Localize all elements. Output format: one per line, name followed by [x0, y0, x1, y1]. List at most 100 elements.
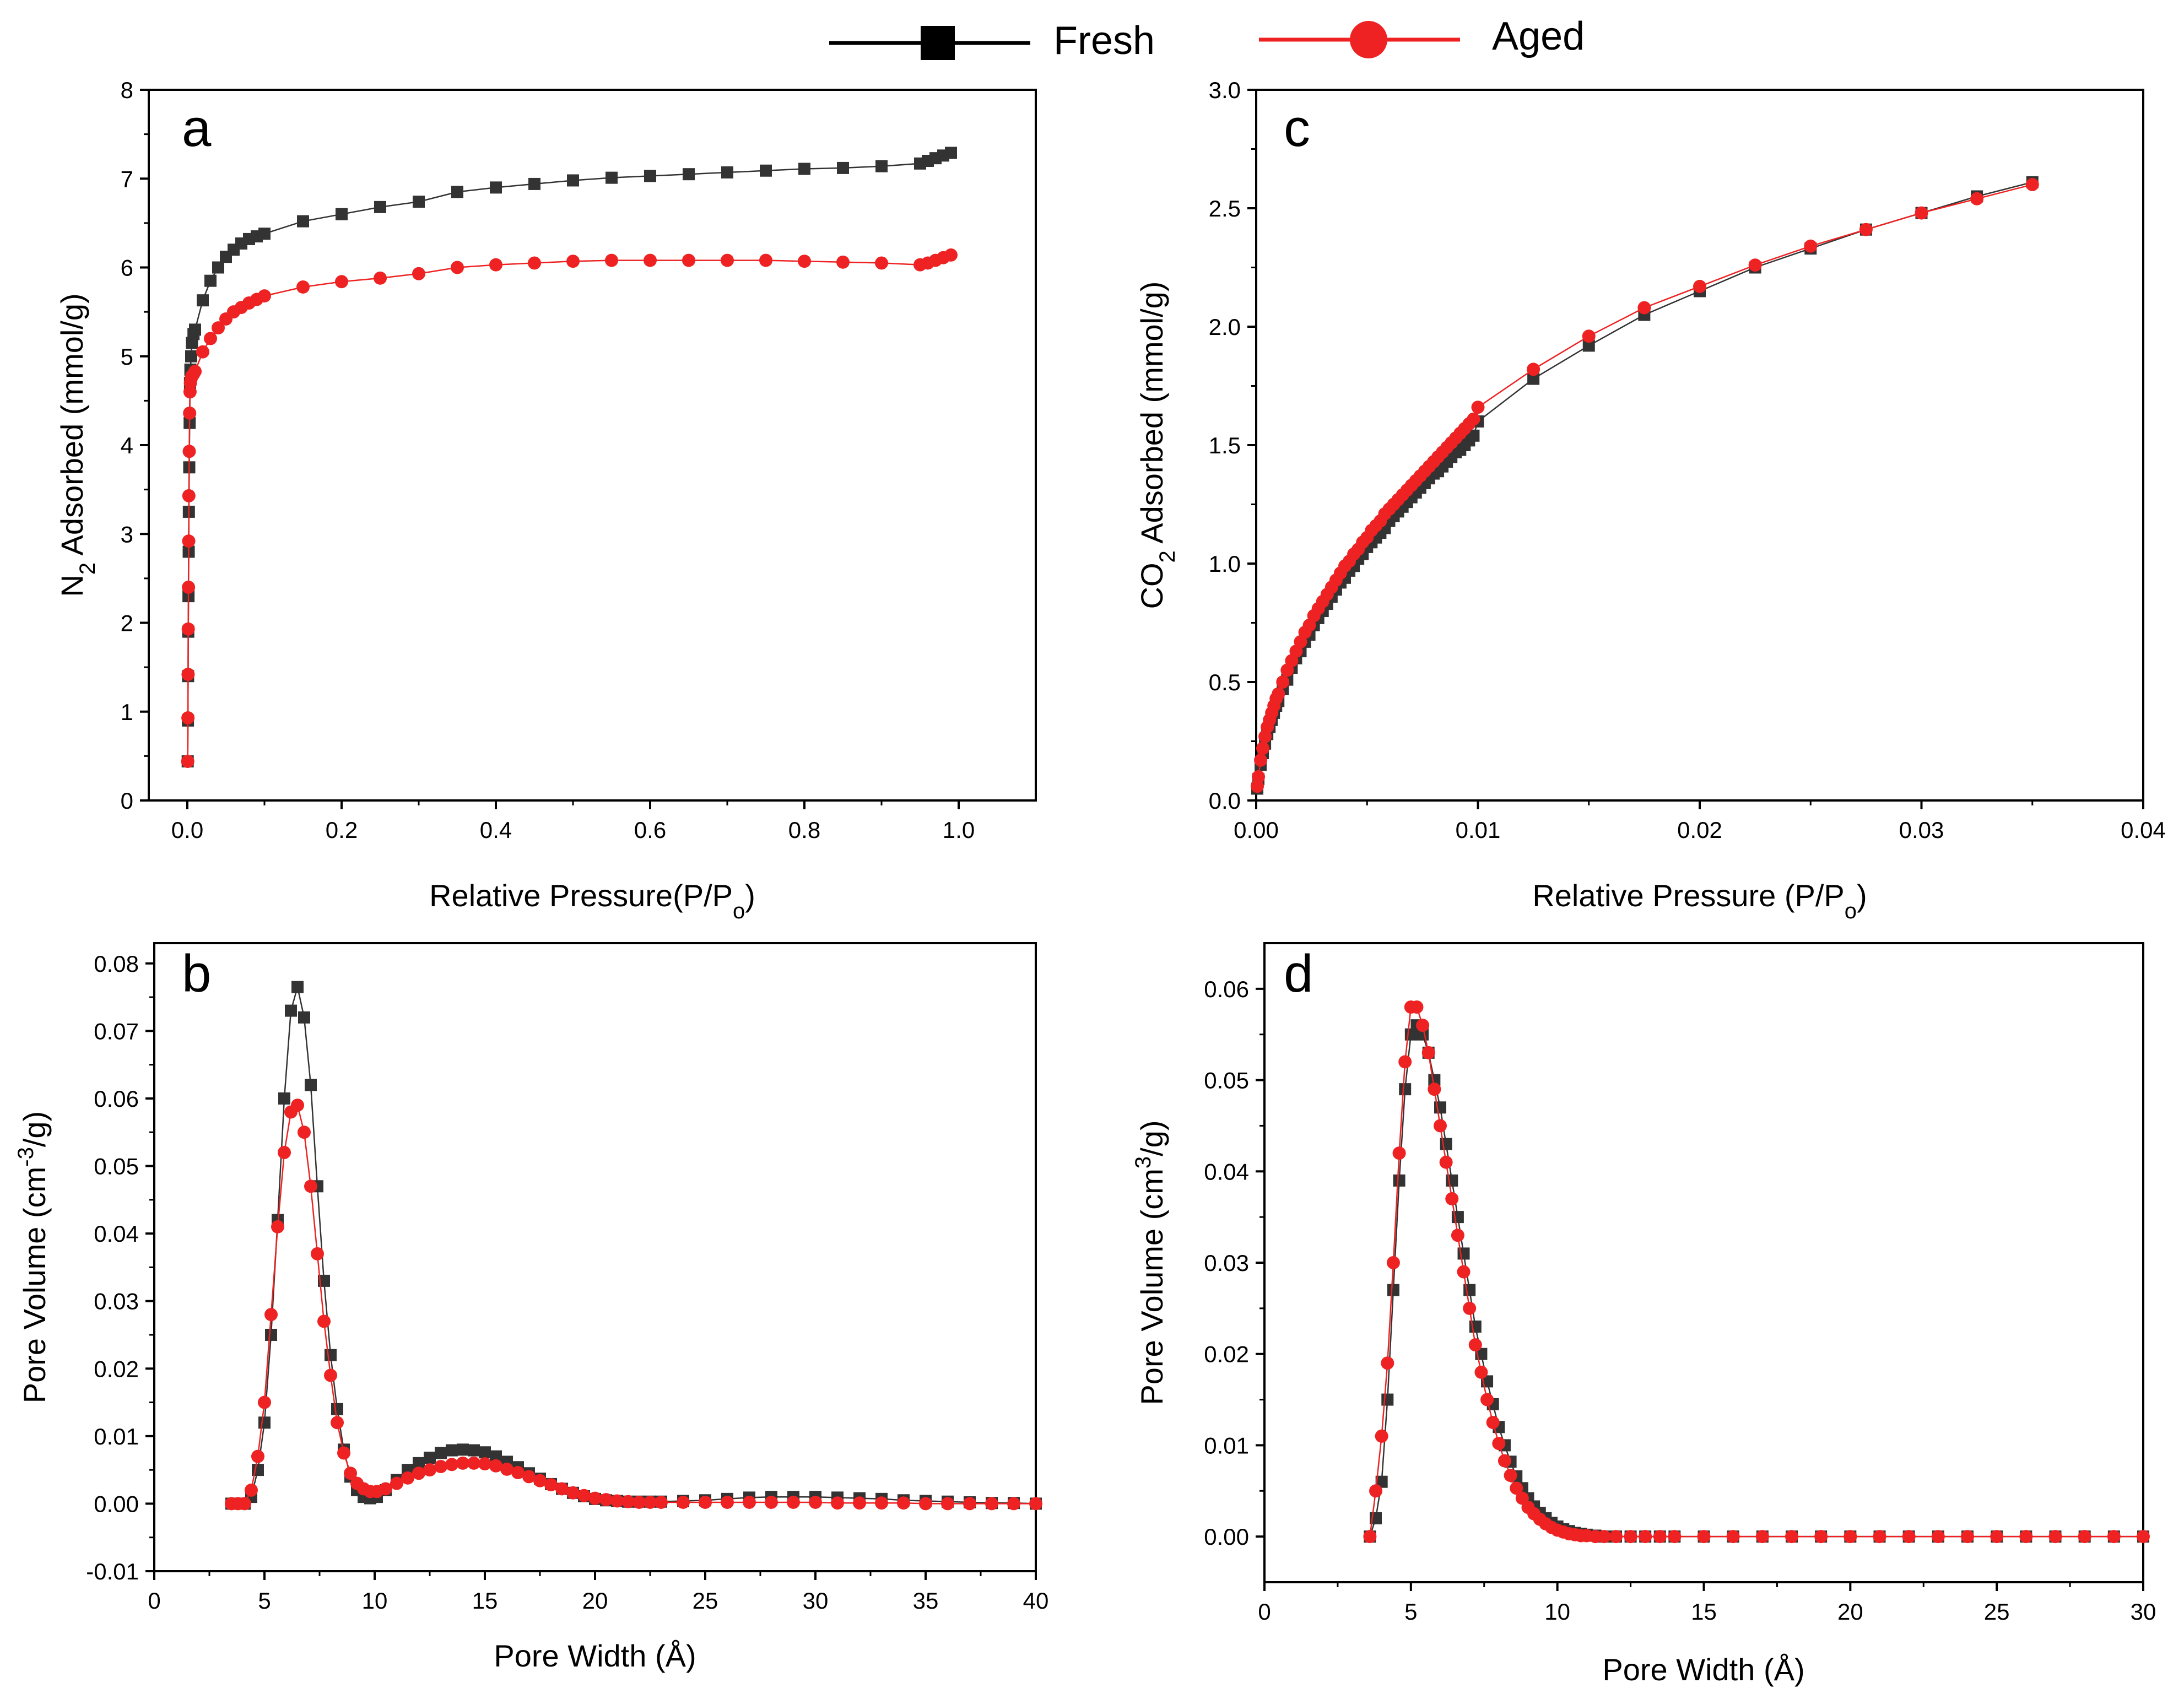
panel-d-aged-point [1639, 1530, 1652, 1544]
panel-b-aged-point [963, 1497, 976, 1511]
panel-a-fresh-point [721, 166, 733, 178]
panel-b-x-tick-label: 15 [472, 1588, 498, 1614]
panel-c-fresh-point [1582, 339, 1595, 352]
panel-d-x-tick-label: 30 [2131, 1599, 2156, 1625]
panel-b-aged-point [251, 1449, 264, 1463]
panel-c-aged-point [1637, 301, 1651, 315]
panel-d-x-title: Pore Width (Å) [1602, 1652, 1804, 1687]
panel-a-aged-point [183, 406, 197, 420]
panel-b-x-axis: 0 5 10 15 20 25 30 35 40 [148, 1571, 1048, 1614]
panel-a-fresh-point [760, 164, 772, 177]
panel-d-aged-point [1486, 1416, 1500, 1429]
panel-b-aged-point [478, 1457, 491, 1471]
panel-b-fresh-point [285, 1004, 297, 1017]
panel-b-aged-point [412, 1467, 425, 1480]
panel-a-x-tick-label: 0.6 [634, 817, 666, 843]
panel-b-aged-point [304, 1179, 317, 1193]
panel-b-fresh-point [265, 1328, 277, 1341]
panel-d-aged-point [1468, 1338, 1482, 1352]
panel-b-aged-point [765, 1495, 778, 1509]
panel-b-x-tick-label: 30 [803, 1588, 829, 1614]
panel-d-x-tick-label: 15 [1691, 1599, 1717, 1625]
panel-b-aged-point [599, 1493, 613, 1507]
panel-a-aged-line [187, 254, 952, 762]
panel-d-aged-point [1961, 1530, 1974, 1544]
panel-a-fresh-point [837, 161, 849, 174]
panel-d-fresh-point [1393, 1174, 1405, 1187]
panel-d-x-tick-label: 0 [1258, 1599, 1271, 1625]
panel-a-fresh-point [798, 163, 810, 175]
panel-d-aged-point [1416, 1019, 1430, 1032]
panel-b-aged-point [610, 1494, 624, 1508]
panel-a-y-tick-label: 1 [121, 699, 133, 725]
panel-b-aged-point [344, 1467, 357, 1480]
panel-b-aged-point [271, 1220, 284, 1233]
panel-d-aged-point [1410, 1000, 1424, 1014]
panel-a-fresh-point [644, 170, 656, 182]
panel-c-aged-line [1256, 183, 2033, 787]
panel-a-aged-point [759, 253, 772, 267]
panel-b-aged-point [390, 1476, 403, 1490]
panel-a-fresh-point [189, 323, 201, 336]
panel-d-aged-point [1492, 1437, 1506, 1451]
panel-b-frame [153, 942, 1037, 1572]
panel-c-x-tick-label: 0.03 [1899, 817, 1944, 843]
panel-b-aged-point [875, 1496, 888, 1510]
panel-c-y-tick-label: 2.5 [1209, 196, 1241, 221]
panel-b-y-tick-label: 0.00 [94, 1491, 139, 1517]
panel-a-aged-point [182, 581, 196, 594]
panel-b-fresh-point [252, 1464, 264, 1476]
panel-c-aged-point [1970, 192, 1984, 205]
panel-c-aged-point [1693, 279, 1706, 293]
panel-a-series [181, 147, 958, 769]
panel-c-y-tick-label: 3.0 [1209, 77, 1241, 103]
panel-b-fresh-point [291, 981, 304, 993]
panel-c-aged-point [1276, 675, 1290, 689]
panel-b-aged-point [434, 1460, 447, 1473]
panel-b-y-tick-label: 0.01 [94, 1424, 139, 1449]
panel-c-aged-point [1252, 770, 1266, 783]
panel-b-aged-point [522, 1470, 536, 1484]
panel-b-aged-point [379, 1482, 392, 1496]
panel-a-aged-point [374, 271, 387, 285]
panel-c-y-tick-label: 0.0 [1209, 788, 1241, 814]
panel-a-aged-point [258, 289, 271, 303]
panel-a-fresh-point [683, 168, 695, 181]
panel-b-aged-point [644, 1495, 657, 1509]
panel-b-aged-point [566, 1486, 580, 1500]
panel-c-x-tick-label: 0.04 [2121, 817, 2166, 843]
panel-a-fresh-point [490, 181, 502, 194]
panel-c-x-tick-label: 0.01 [1456, 817, 1501, 843]
panel-d-aged-line [1369, 1006, 2143, 1538]
panel-a-aged-point [181, 622, 195, 636]
panel-d-aged-point [1398, 1055, 1412, 1069]
panel-a-fresh-point [204, 274, 217, 287]
panel-c-aged-point [1582, 329, 1596, 343]
panel-b-aged-point [577, 1489, 591, 1502]
panel-b-x-tick-label: 40 [1023, 1588, 1049, 1614]
panel-c: c 0.00 0.01 0.02 0.03 0.04 0.0 0.5 1.0 1.5 2.0 2.… [1134, 77, 2166, 923]
panel-d-aged-point [2107, 1530, 2121, 1544]
legend-item-fresh: Fresh [829, 19, 1155, 63]
panel-c-letter: c [1284, 99, 1310, 158]
panel-d-series [1363, 1000, 2150, 1544]
panel-c-series-aged [1251, 178, 2039, 793]
panel-b-y-axis: -0.01 0.00 0.01 0.02 0.03 0.04 0.05 0.06 0.07 0.0… [86, 951, 154, 1584]
panel-d-fresh-point [1375, 1475, 1388, 1488]
panel-b-aged-point [809, 1495, 822, 1509]
legend: Fresh Aged [829, 14, 1585, 63]
panel-b-fresh-point [278, 1092, 290, 1105]
panel-b-fresh-point [424, 1452, 436, 1464]
panel-d-aged-point [1931, 1530, 1945, 1544]
panel-c-y-tick-label: 2.0 [1209, 314, 1241, 340]
panel-a-series-fresh [181, 147, 957, 768]
panel-b-aged-point [423, 1463, 436, 1477]
panel-b-y-tick-label: 0.07 [94, 1018, 139, 1044]
panel-c-frame [1255, 89, 2144, 802]
panel-b-fresh-line [231, 987, 1036, 1505]
panel-a-aged-point [489, 258, 502, 272]
panel-d-aged-point [1392, 1146, 1406, 1160]
panel-b-fresh-point [479, 1446, 491, 1459]
panel-d-aged-point [1697, 1530, 1711, 1544]
panel-a-fresh-point [413, 196, 425, 208]
